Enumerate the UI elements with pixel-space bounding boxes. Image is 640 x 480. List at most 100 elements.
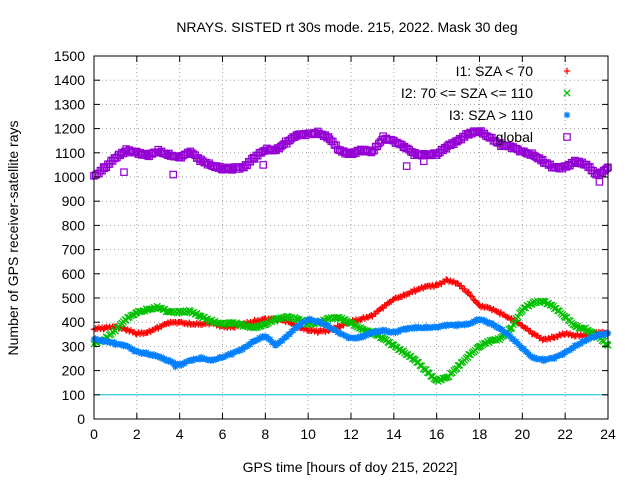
data-point bbox=[270, 339, 277, 346]
legend-marker bbox=[563, 67, 571, 75]
data-point bbox=[529, 354, 537, 362]
legend-label: global bbox=[496, 129, 533, 145]
y-tick-label: 700 bbox=[62, 242, 86, 258]
data-point bbox=[122, 342, 130, 350]
x-tick-label: 20 bbox=[515, 426, 531, 442]
data-point bbox=[240, 344, 248, 351]
legend-marker bbox=[563, 133, 571, 141]
y-tick-label: 1500 bbox=[54, 48, 85, 64]
data-point bbox=[325, 322, 332, 329]
data-point bbox=[510, 335, 517, 343]
x-tick-label: 22 bbox=[557, 426, 573, 442]
y-tick-label: 1100 bbox=[55, 145, 85, 161]
series-square bbox=[90, 127, 612, 180]
outlier-point bbox=[169, 170, 178, 179]
data-point bbox=[159, 305, 167, 314]
x-tick-label: 18 bbox=[472, 426, 488, 442]
x-tick-label: 16 bbox=[429, 426, 445, 442]
data-point bbox=[338, 330, 346, 338]
legend-label: I1: SZA < 70 bbox=[456, 63, 534, 79]
data-point bbox=[226, 318, 235, 327]
data-point bbox=[276, 340, 283, 347]
data-point bbox=[191, 356, 199, 363]
data-point bbox=[266, 336, 274, 343]
data-point bbox=[393, 327, 401, 335]
data-point bbox=[288, 328, 295, 335]
x-tick-label: 24 bbox=[600, 426, 616, 442]
data-point bbox=[513, 338, 520, 345]
axes: 0 2 4 6 8 10 12 14 16 18 20 22 240100200300400500600… bbox=[54, 48, 616, 442]
data-point bbox=[364, 330, 372, 337]
y-tick-label: 100 bbox=[62, 387, 86, 403]
chart-title: NRAYS. SISTED rt 30s mode. 215, 2022. Ma… bbox=[176, 19, 517, 35]
y-tick-label: 1200 bbox=[54, 121, 85, 137]
data-point bbox=[569, 345, 577, 352]
outlier-point bbox=[120, 168, 128, 176]
x-tick-label: 12 bbox=[343, 426, 359, 442]
x-tick-label: 14 bbox=[386, 426, 402, 442]
x-tick-label: 8 bbox=[261, 426, 269, 442]
data-point bbox=[402, 350, 410, 359]
data-point bbox=[279, 337, 286, 344]
y-tick-label: 0 bbox=[77, 411, 85, 427]
data-point bbox=[468, 293, 476, 300]
y-tick-label: 400 bbox=[62, 314, 86, 330]
data-point bbox=[514, 313, 522, 321]
y-axis-label: Number of GPS receiver-satellite rays bbox=[5, 121, 21, 356]
x-axis-label: GPS time [hours of doy 215, 2022] bbox=[243, 459, 458, 475]
data-point bbox=[465, 288, 472, 296]
data-point bbox=[187, 357, 194, 364]
outlier-point bbox=[402, 162, 411, 170]
legend-marker bbox=[563, 111, 571, 119]
data-point bbox=[539, 355, 546, 362]
outlier-point bbox=[420, 157, 428, 166]
x-tick-label: 0 bbox=[90, 426, 98, 442]
y-tick-label: 200 bbox=[62, 363, 86, 379]
data-point bbox=[458, 321, 465, 329]
data-point bbox=[405, 353, 414, 361]
data-point bbox=[283, 333, 290, 340]
data-point bbox=[124, 343, 131, 350]
x-tick-label: 2 bbox=[133, 426, 141, 442]
data-point bbox=[465, 320, 472, 328]
x-tick-label: 4 bbox=[176, 426, 184, 442]
legend: I1: SZA < 70 I2: 70 <= SZA <= 110 I3: SZA … bbox=[401, 63, 571, 145]
y-tick-label: 1000 bbox=[54, 169, 85, 185]
data-point bbox=[479, 317, 486, 324]
series-star bbox=[90, 315, 612, 369]
data-point bbox=[238, 345, 245, 353]
data-point bbox=[286, 331, 294, 338]
series-cross bbox=[90, 297, 612, 386]
data-point bbox=[603, 164, 611, 173]
data-point bbox=[511, 319, 519, 327]
data-point bbox=[112, 341, 119, 348]
y-tick-label: 500 bbox=[62, 290, 86, 306]
data-point bbox=[294, 324, 301, 332]
legend-label: I2: 70 <= SZA <= 110 bbox=[401, 85, 533, 101]
data-point bbox=[381, 327, 388, 335]
data-point bbox=[230, 349, 237, 356]
data-point bbox=[520, 345, 528, 352]
x-tick-label: 6 bbox=[219, 426, 227, 442]
legend-label: I3: SZA > 110 bbox=[449, 107, 533, 123]
y-tick-label: 1300 bbox=[54, 96, 85, 112]
outlier-point bbox=[595, 178, 604, 186]
data-point bbox=[545, 355, 552, 362]
data-series bbox=[90, 127, 612, 386]
data-point bbox=[507, 333, 514, 340]
y-tick-label: 800 bbox=[62, 217, 86, 233]
y-tick-label: 600 bbox=[62, 266, 86, 282]
data-point bbox=[239, 346, 247, 353]
data-point bbox=[554, 352, 561, 360]
data-point bbox=[387, 341, 395, 349]
y-tick-label: 1400 bbox=[54, 72, 85, 88]
outlier-point bbox=[172, 363, 179, 371]
data-point bbox=[453, 322, 461, 330]
data-point bbox=[247, 341, 254, 348]
data-point bbox=[194, 312, 203, 320]
data-point bbox=[563, 347, 570, 355]
y-tick-label: 900 bbox=[62, 193, 86, 209]
data-point bbox=[499, 326, 506, 333]
legend-marker bbox=[563, 89, 571, 97]
